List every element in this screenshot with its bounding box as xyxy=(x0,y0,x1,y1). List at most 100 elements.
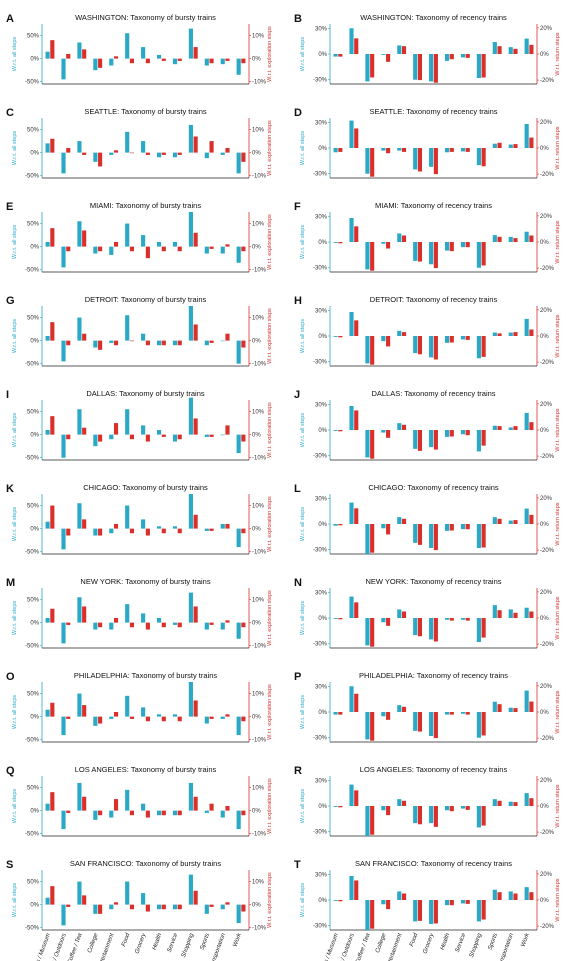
bar-all-steps xyxy=(429,806,434,824)
left-tick-label: 50% xyxy=(27,222,40,228)
bar-all-steps xyxy=(156,810,162,816)
panel-title: DETROIT: Taxonomy of recency trains xyxy=(370,295,498,304)
panel-o: O PHILADELPHIA: Taxonomy of bursty trains… xyxy=(6,671,273,744)
panel-b: B WASHINGTON: Taxonomy of recency trains 3… xyxy=(294,13,561,85)
bar-all-steps xyxy=(236,340,241,364)
bar-secondary-steps xyxy=(481,712,486,736)
bar-all-steps xyxy=(429,618,434,640)
left-tick-label: -50% xyxy=(25,362,40,368)
right-tick-label: 0% xyxy=(252,715,261,721)
bar-secondary-steps xyxy=(513,708,518,712)
bar-secondary-steps xyxy=(193,232,198,247)
bar-secondary-steps xyxy=(449,336,454,343)
bar-all-steps xyxy=(109,58,114,66)
bar-all-steps xyxy=(460,54,466,58)
bar-secondary-steps xyxy=(513,893,518,900)
bar-secondary-steps xyxy=(433,242,438,269)
left-tick-label: 0% xyxy=(30,339,39,345)
bar-all-steps xyxy=(188,306,193,341)
right-tick-label: 0% xyxy=(252,433,261,439)
panel-label: J xyxy=(294,389,300,401)
panel-label: S xyxy=(6,859,13,871)
right-tick-label: 0% xyxy=(540,428,549,434)
bar-secondary-steps xyxy=(497,610,502,618)
bar-all-steps xyxy=(492,143,497,148)
right-axis-label: W.r.t. exploration steps xyxy=(267,872,273,928)
bar-secondary-steps xyxy=(225,58,230,61)
bar-all-steps xyxy=(444,618,450,620)
bar-all-steps xyxy=(476,524,481,548)
bar-secondary-steps xyxy=(209,528,214,531)
bar-all-steps xyxy=(109,904,114,910)
bar-all-steps xyxy=(429,900,434,924)
bar-secondary-steps xyxy=(386,618,391,626)
bar-all-steps xyxy=(125,789,130,811)
bar-all-steps xyxy=(77,597,82,623)
category-label: Arts / Museum xyxy=(321,933,340,961)
bar-secondary-steps xyxy=(241,434,246,442)
bar-all-steps xyxy=(93,810,98,820)
panel-t: T SAN FRANCISCO: Taxonomy of recency trai… xyxy=(294,859,561,961)
bar-all-steps xyxy=(365,524,370,554)
panel-label: E xyxy=(6,201,13,213)
bar-secondary-steps xyxy=(145,246,150,259)
bar-all-steps xyxy=(172,58,178,65)
bar-all-steps xyxy=(524,508,529,524)
bar-secondary-steps xyxy=(193,700,198,717)
bar-secondary-steps xyxy=(225,425,230,435)
panel-m: M NEW YORK: Taxonomy of bursty trains 50% 0… xyxy=(6,577,273,650)
bar-all-steps xyxy=(333,900,338,901)
bar-all-steps xyxy=(188,124,193,153)
bar-secondary-steps xyxy=(50,505,55,529)
bar-all-steps xyxy=(508,144,513,148)
bar-secondary-steps xyxy=(129,58,135,64)
bar-secondary-steps xyxy=(529,329,534,336)
left-axis-label: W.r.t. all steps xyxy=(300,507,306,541)
left-axis-label: W.r.t. all steps xyxy=(12,413,18,447)
right-axis-label: W.r.t. return steps xyxy=(555,502,561,545)
bar-secondary-steps xyxy=(354,508,359,524)
bar-secondary-steps xyxy=(481,148,486,167)
bar-secondary-steps xyxy=(82,230,87,247)
bar-secondary-steps xyxy=(338,430,343,432)
bar-secondary-steps xyxy=(433,430,438,450)
bar-secondary-steps xyxy=(433,712,438,739)
bar-all-steps xyxy=(524,318,529,336)
bar-secondary-steps xyxy=(386,806,391,816)
bar-all-steps xyxy=(381,430,386,433)
bar-all-steps xyxy=(236,58,241,75)
bar-secondary-steps xyxy=(82,519,87,529)
panel-label: B xyxy=(294,13,302,25)
bar-secondary-steps xyxy=(529,611,534,618)
bar-all-steps xyxy=(204,58,209,66)
left-tick-label: 0% xyxy=(318,710,327,716)
bar-all-steps xyxy=(460,806,466,809)
left-tick-label: -50% xyxy=(25,550,40,556)
right-tick-label: -10% xyxy=(252,362,267,368)
bar-all-steps xyxy=(413,242,418,261)
right-tick-label: -20% xyxy=(540,360,555,366)
bar-secondary-steps xyxy=(433,524,438,551)
bar-all-steps xyxy=(45,521,50,529)
bar-secondary-steps xyxy=(354,602,359,618)
bar-all-steps xyxy=(476,900,481,922)
bar-all-steps xyxy=(429,712,434,736)
right-tick-label: -10% xyxy=(252,456,267,462)
left-tick-label: -30% xyxy=(313,830,328,836)
bar-all-steps xyxy=(333,806,338,807)
bar-all-steps xyxy=(508,609,513,618)
bar-secondary-steps xyxy=(145,810,150,818)
right-tick-label: 10% xyxy=(252,880,265,886)
left-tick-label: 30% xyxy=(315,26,328,32)
panel-title: MIAMI: Taxonomy of bursty trains xyxy=(90,201,201,210)
bar-all-steps xyxy=(460,618,466,620)
bar-all-steps xyxy=(492,605,497,618)
bar-all-steps xyxy=(172,242,178,247)
panel-d: D SEATTLE: Taxonomy of recency trains 30% 0… xyxy=(294,107,561,179)
bar-secondary-steps xyxy=(386,712,391,720)
bar-secondary-steps xyxy=(465,524,470,530)
panel-r: R LOS ANGELES: Taxonomy of recency trains… xyxy=(294,765,561,837)
bar-secondary-steps xyxy=(338,524,343,526)
bar-all-steps xyxy=(492,799,497,806)
bar-all-steps xyxy=(397,45,402,54)
